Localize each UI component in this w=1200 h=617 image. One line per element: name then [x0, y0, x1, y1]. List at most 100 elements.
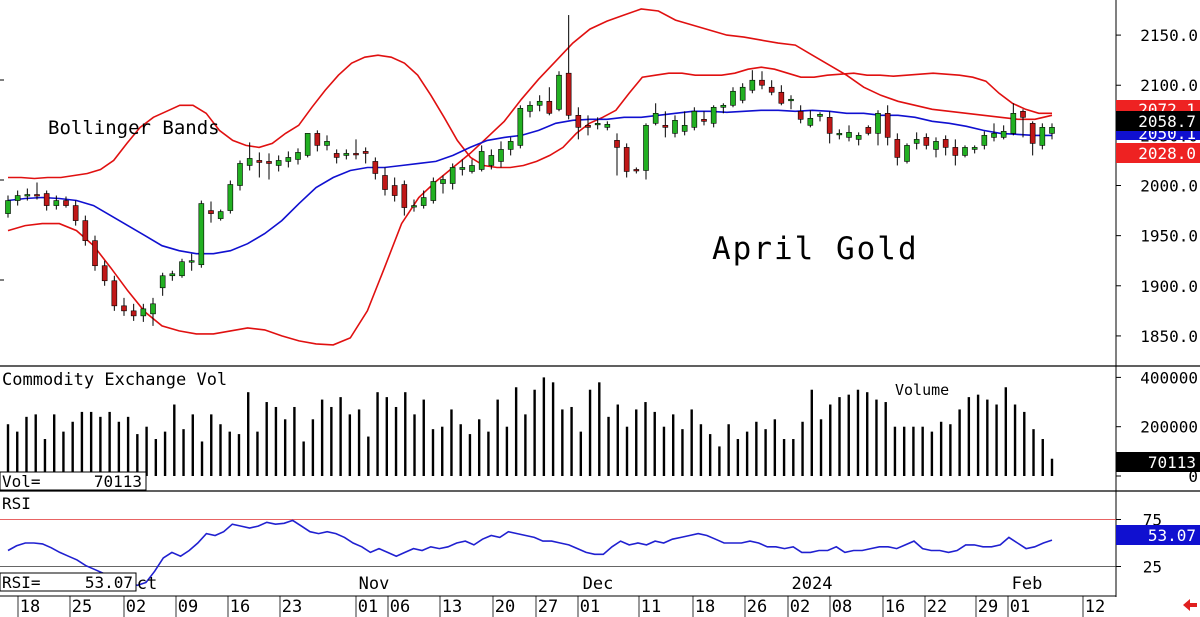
- candle: [53, 195, 60, 210]
- candle: [981, 131, 988, 150]
- candle: [198, 200, 205, 268]
- volume-bar: [514, 387, 518, 476]
- volume-bar: [893, 426, 897, 476]
- volume-bar: [838, 397, 841, 476]
- price-axis-label: 1850.0: [1140, 327, 1198, 346]
- vol-readout-box: [0, 471, 147, 491]
- rsi-readout-box: [0, 572, 137, 592]
- price-panel: [5, 8, 1055, 346]
- candle: [701, 111, 707, 126]
- volume-bar: [6, 424, 10, 476]
- candle: [440, 175, 446, 194]
- x-axis-day-label: 16: [230, 597, 250, 617]
- volume-bar: [237, 434, 241, 476]
- candle: [585, 115, 591, 136]
- candle: [604, 121, 611, 131]
- candle: [188, 253, 195, 271]
- candle: [246, 142, 253, 171]
- candle: [420, 190, 427, 209]
- candle: [343, 149, 350, 160]
- volume-bar: [708, 434, 712, 476]
- volume-bar: [967, 397, 971, 476]
- volume-bar: [293, 406, 296, 476]
- lower-band-flag-value: 2028.0: [1138, 144, 1196, 163]
- volume-bar: [570, 406, 573, 476]
- candle: [140, 303, 147, 322]
- volume-bar: [653, 411, 656, 476]
- volume-bar: [52, 414, 56, 476]
- rsi-line: [7, 519, 1053, 587]
- candle: [275, 155, 282, 172]
- candle: [72, 200, 79, 226]
- volume-axis-label: 400000: [1140, 368, 1198, 387]
- volume-bar: [866, 392, 869, 476]
- candle: [459, 159, 466, 176]
- volume-bar: [930, 431, 934, 476]
- volume-axis-label: 0: [1188, 467, 1198, 486]
- candle: [169, 270, 176, 281]
- candle: [759, 71, 765, 90]
- volume-bar: [274, 406, 278, 476]
- x-axis-day-label: 01: [358, 597, 378, 617]
- volume-bar: [690, 409, 693, 476]
- volume-bar: [542, 377, 546, 476]
- volume-bar: [99, 416, 102, 476]
- lower-band-line: [7, 8, 1053, 346]
- volume-bar: [524, 414, 527, 476]
- candle: [430, 177, 437, 204]
- vol-readout-value: 70113: [94, 472, 142, 491]
- volume-bar: [856, 389, 860, 476]
- volume-bar: [431, 429, 435, 476]
- candle: [449, 163, 456, 190]
- candle: [1029, 121, 1036, 156]
- candle: [952, 139, 959, 166]
- candle: [720, 103, 727, 114]
- candle: [691, 107, 698, 131]
- candle: [575, 107, 582, 140]
- candle: [546, 87, 553, 116]
- candle: [14, 190, 21, 206]
- volume-bar: [995, 404, 998, 476]
- candle: [34, 182, 40, 200]
- volume-bar: [829, 404, 832, 476]
- candle: [478, 145, 485, 172]
- volume-bar: [367, 436, 370, 476]
- candle: [652, 103, 659, 126]
- x-axis-month-label: ct: [137, 574, 157, 594]
- volume-bar: [173, 404, 176, 476]
- volume-bar: [487, 431, 490, 476]
- volume-bar: [616, 404, 619, 476]
- volume-bar: [450, 409, 453, 476]
- candle: [614, 133, 620, 176]
- candle: [807, 110, 814, 128]
- volume-bar: [182, 429, 185, 476]
- candle: [1000, 125, 1007, 140]
- volume-bar: [265, 402, 268, 476]
- rsi-readout-label: RSI=: [2, 573, 41, 592]
- rsi-panel-title: RSI: [2, 494, 31, 513]
- candle: [208, 201, 214, 223]
- candle: [401, 180, 408, 216]
- candle: [778, 85, 785, 106]
- candle: [217, 209, 224, 221]
- candle: [962, 145, 968, 158]
- candle: [855, 132, 862, 146]
- volume-bar: [672, 414, 675, 476]
- rsi-current-flag-value: 53.07: [1148, 526, 1196, 545]
- volume-bar: [1023, 411, 1026, 476]
- volume-bar: [718, 446, 721, 476]
- candle: [498, 141, 504, 168]
- candle: [362, 147, 369, 164]
- candle: [643, 123, 649, 180]
- candle: [295, 148, 301, 165]
- volume-bar: [339, 397, 342, 476]
- scroll-right-arrow-icon[interactable]: [1183, 599, 1197, 611]
- candle: [971, 145, 978, 154]
- candle: [43, 190, 50, 211]
- volume-bar: [976, 394, 980, 476]
- candle: [875, 110, 881, 146]
- candle: [130, 303, 137, 321]
- candle: [594, 117, 601, 130]
- volume-bar: [1050, 458, 1054, 476]
